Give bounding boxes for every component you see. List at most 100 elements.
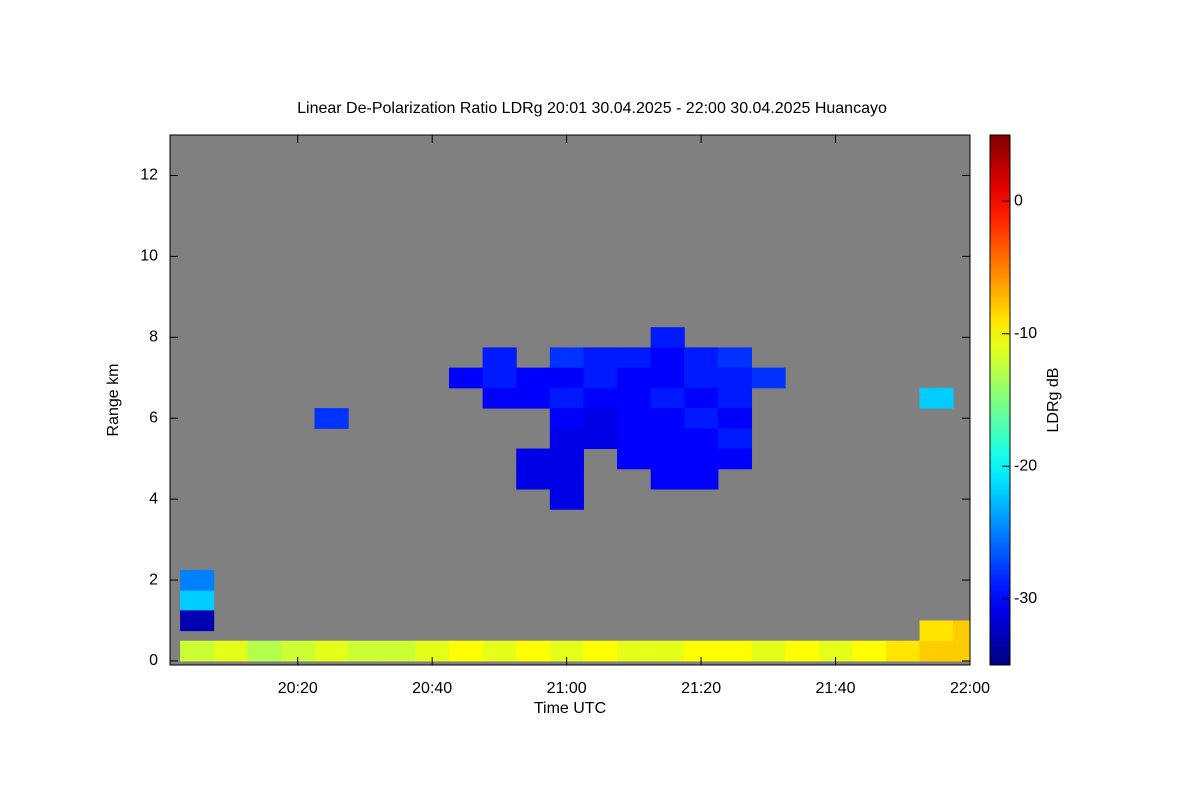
cell <box>247 640 282 662</box>
cell <box>684 448 719 470</box>
cell <box>617 387 652 409</box>
x-tick-label: 20:20 <box>278 680 318 697</box>
cell <box>482 347 517 369</box>
cell <box>650 367 685 389</box>
cell <box>482 387 517 409</box>
cell <box>650 327 685 348</box>
cell <box>617 347 652 369</box>
cell <box>482 640 517 662</box>
cell <box>583 640 618 662</box>
x-tick-label: 21:40 <box>816 680 856 697</box>
cell <box>549 448 584 470</box>
cell <box>617 640 652 662</box>
x-axis-label: Time UTC <box>534 700 606 717</box>
y-tick-label: 10 <box>140 248 158 265</box>
cell <box>650 408 685 429</box>
cell <box>919 620 954 642</box>
y-tick-label: 4 <box>149 490 158 507</box>
colorbar-tick-label: -20 <box>1014 457 1037 474</box>
cell <box>415 640 450 662</box>
cell <box>180 610 215 632</box>
cell <box>549 640 584 662</box>
cell <box>717 640 753 662</box>
colorbar-tick-label: -10 <box>1014 325 1037 342</box>
cell <box>717 367 753 389</box>
cell <box>448 640 484 662</box>
cell <box>650 428 685 450</box>
y-tick-label: 6 <box>149 409 158 426</box>
cell <box>549 408 584 429</box>
cell <box>516 468 551 490</box>
cell <box>314 408 349 429</box>
colorbar-label: LDRg dB <box>1045 368 1062 433</box>
cell <box>684 428 719 450</box>
y-tick-label: 2 <box>149 571 158 588</box>
cell <box>516 640 551 662</box>
chart-title: Linear De-Polarization Ratio LDRg 20:01 … <box>297 100 887 117</box>
cell <box>650 448 685 470</box>
y-tick-label: 8 <box>149 329 158 346</box>
colorbar-tick-label: -30 <box>1014 590 1037 607</box>
colorbar <box>989 134 1011 666</box>
x-tick-label: 21:00 <box>547 680 587 697</box>
cell <box>583 408 618 429</box>
cell <box>650 387 685 409</box>
cell <box>180 590 215 611</box>
cell <box>717 347 753 369</box>
cell <box>953 620 970 642</box>
cell <box>180 569 215 591</box>
cell <box>516 448 551 470</box>
y-axis-label: Range km <box>105 364 122 437</box>
cell <box>549 468 584 490</box>
cell <box>583 367 618 389</box>
cell <box>650 468 685 490</box>
cell <box>717 428 753 450</box>
cell <box>482 367 517 389</box>
cell <box>549 489 584 510</box>
cell <box>818 640 853 662</box>
cell <box>919 387 954 409</box>
cell <box>885 640 921 662</box>
cell <box>583 387 618 409</box>
cell <box>314 640 349 662</box>
cell <box>617 448 652 470</box>
cell <box>684 408 719 429</box>
cell <box>717 448 753 470</box>
cell <box>549 387 584 409</box>
cell <box>549 367 584 389</box>
cell <box>717 387 753 409</box>
cell <box>684 468 719 490</box>
cell <box>617 367 652 389</box>
cell <box>650 640 685 662</box>
cell <box>448 367 484 389</box>
cell <box>684 387 719 409</box>
cell <box>953 640 970 662</box>
cell <box>717 408 753 429</box>
cell <box>381 640 416 662</box>
x-tick-label: 20:40 <box>412 680 452 697</box>
y-tick-label: 12 <box>140 167 158 184</box>
x-tick-label: 21:20 <box>681 680 721 697</box>
cell <box>650 347 685 369</box>
cell <box>280 640 316 662</box>
cell <box>684 640 719 662</box>
cell <box>684 367 719 389</box>
cell <box>684 347 719 369</box>
y-tick-label: 0 <box>149 652 158 669</box>
cell <box>516 387 551 409</box>
cell <box>852 640 887 662</box>
cell <box>785 640 820 662</box>
colorbar-tick-label: 0 <box>1014 192 1023 209</box>
cell <box>516 367 551 389</box>
cell <box>583 347 618 369</box>
cell <box>751 640 786 662</box>
plot-frame <box>169 134 971 666</box>
cell <box>617 408 652 429</box>
cell <box>213 640 248 662</box>
heatmap <box>180 327 970 662</box>
x-tick-label: 22:00 <box>950 680 990 697</box>
cell <box>617 428 652 450</box>
cell <box>583 428 618 450</box>
cell <box>348 640 383 662</box>
